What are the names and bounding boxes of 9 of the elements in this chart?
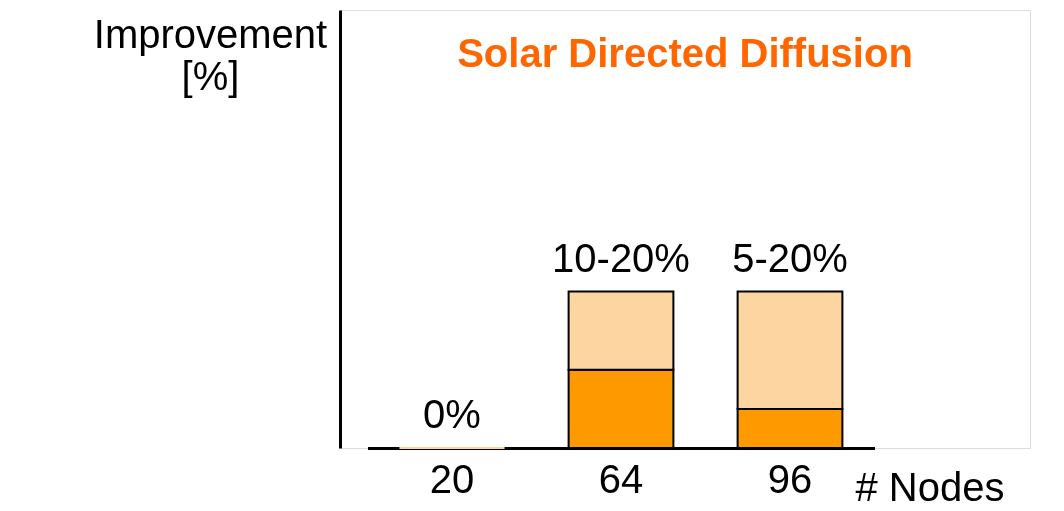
total-label: 0% [423,392,481,436]
total-label: 5-20% [732,235,848,280]
x-tick-label: 96 [767,456,813,501]
x-tick-label: 20 [429,456,475,501]
x-tick-label: 64 [598,456,644,501]
y-axis-title: Improvement [%] [93,11,328,98]
total-label: 10-20% [552,235,690,280]
chart-title: Solar Directed Diffusion [457,31,913,75]
x-axis-title: # Nodes [855,464,1005,509]
